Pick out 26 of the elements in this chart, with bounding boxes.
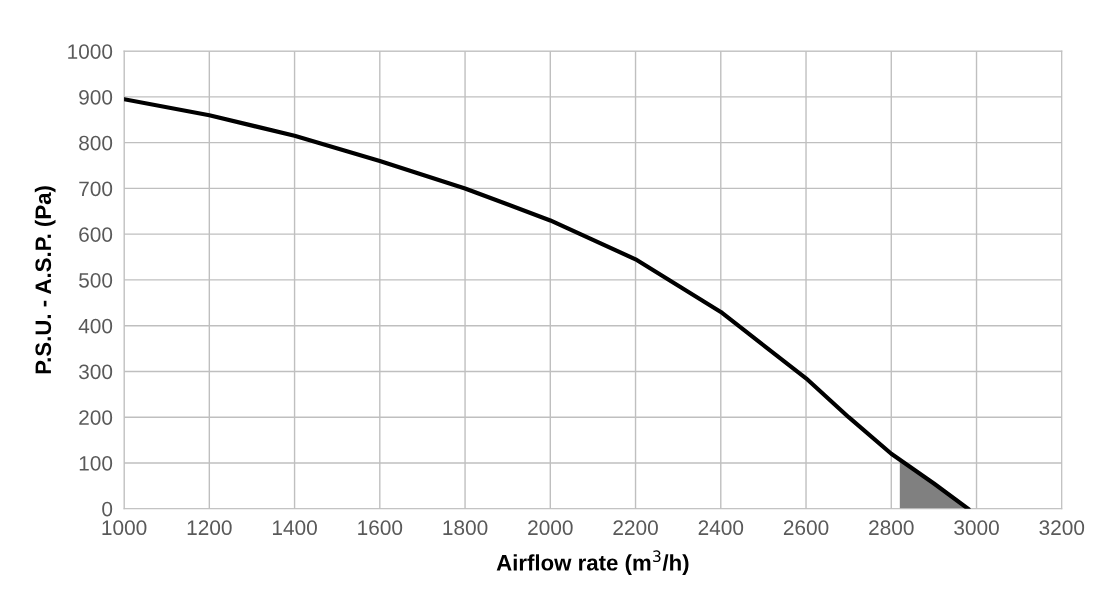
line-series <box>124 97 971 509</box>
y-axis-title: P.S.U. - A.S.P. (Pa) <box>34 186 56 374</box>
y-tick-label: 700 <box>79 181 113 197</box>
x-tick-label: 2600 <box>783 520 829 536</box>
y-tick-label: 800 <box>79 135 113 151</box>
x-tick-label: 2400 <box>698 520 744 536</box>
y-tick-label: 600 <box>79 227 113 242</box>
x-tick-label: 2000 <box>528 520 573 536</box>
x-tick-label: 3200 <box>1039 520 1085 536</box>
y-tick-label: 100 <box>79 455 113 471</box>
x-tick-label: 1400 <box>272 520 317 536</box>
x-tick-label: 2200 <box>613 520 658 536</box>
y-tick-label: 0 <box>102 501 113 517</box>
y-tick-label: 1000 <box>68 44 113 59</box>
y-tick-label: 500 <box>79 272 113 288</box>
y-tick-label: 900 <box>79 89 113 105</box>
x-tick-label: 1000 <box>102 520 147 536</box>
x-tick-label: 2800 <box>869 520 914 536</box>
x-axis-title: Airflow rate (m$^{3}$/h) <box>496 550 689 575</box>
x-tick-label: 1800 <box>443 520 488 536</box>
y-tick-label: 300 <box>79 364 113 380</box>
y-tick-label: 400 <box>78 318 113 334</box>
x-tick-label: 3000 <box>954 520 999 536</box>
x-tick-label: 1200 <box>187 520 232 536</box>
y-tick-label: 200 <box>79 410 113 425</box>
x-tick-label: 1600 <box>358 520 403 536</box>
